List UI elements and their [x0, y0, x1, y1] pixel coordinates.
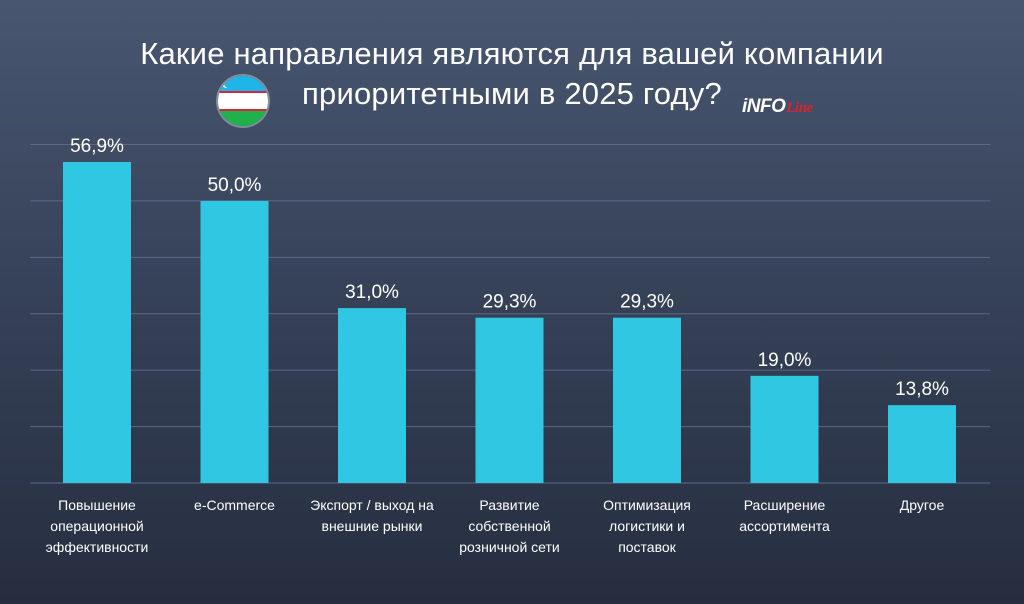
bar-0 — [63, 162, 131, 483]
value-label-4: 29,3% — [620, 292, 674, 313]
category-label-line: Оптимизация — [603, 497, 691, 513]
category-label-line: поставок — [618, 539, 676, 555]
bar-6 — [888, 405, 956, 483]
value-label-3: 29,3% — [483, 292, 537, 313]
category-label-line: эффективности — [46, 539, 149, 555]
category-label-line: Экспорт / выход на — [310, 497, 434, 513]
category-labels-group: Повышение операционной эффективности e-Comm… — [46, 497, 945, 555]
category-label-2: Экспорт / выход на внешние рынки — [310, 497, 434, 534]
category-label-line: логистики и — [609, 518, 685, 534]
bar-2 — [338, 308, 406, 483]
category-label-line: собственной — [468, 518, 550, 534]
category-label-3: Развитие собственной розничной сети — [459, 497, 559, 555]
value-label-1: 50,0% — [208, 175, 262, 196]
uzbekistan-flag-icon — [218, 76, 268, 126]
category-label-6: Другое — [900, 497, 945, 513]
value-label-6: 13,8% — [895, 379, 949, 400]
category-label-line: операционной — [50, 518, 143, 534]
value-label-0: 56,9% — [70, 136, 124, 157]
category-label-1: e-Commerce — [194, 497, 275, 513]
chart-title-line-1: Какие направления являются для вашей ком… — [140, 36, 884, 71]
value-labels-group: 56,9% 50,0% 31,0% 29,3% 29,3% 19,0% 13,8% — [70, 136, 949, 400]
brand-logo: iNFOLine — [742, 96, 813, 118]
bar-4 — [613, 317, 681, 483]
chart-title: Какие направления являются для вашей ком… — [0, 34, 1024, 114]
brand-logo-sub: Line — [786, 100, 813, 116]
category-label-line: розничной сети — [459, 539, 559, 555]
category-label-line: внешние рынки — [322, 518, 423, 534]
category-label-line: Развитие — [479, 497, 539, 513]
category-label-line: ассортимента — [739, 518, 830, 534]
bar-5 — [750, 375, 819, 483]
category-label-line: Повышение — [58, 497, 136, 513]
category-label-line: e-Commerce — [194, 497, 275, 513]
category-label-line: Другое — [900, 497, 945, 513]
brand-logo-main: iNFO — [742, 96, 786, 117]
bar-3 — [475, 317, 544, 483]
category-label-4: Оптимизация логистики и поставок — [603, 497, 691, 555]
chart-title-line-2: приоритетными в 2025 году? — [302, 76, 722, 111]
bar-1 — [200, 200, 269, 483]
category-label-5: Расширение ассортимента — [739, 497, 830, 534]
bars-group — [63, 162, 956, 483]
value-label-5: 19,0% — [758, 350, 812, 371]
value-label-2: 31,0% — [345, 282, 399, 303]
category-label-line: Расширение — [744, 497, 826, 513]
category-label-0: Повышение операционной эффективности — [46, 497, 149, 555]
